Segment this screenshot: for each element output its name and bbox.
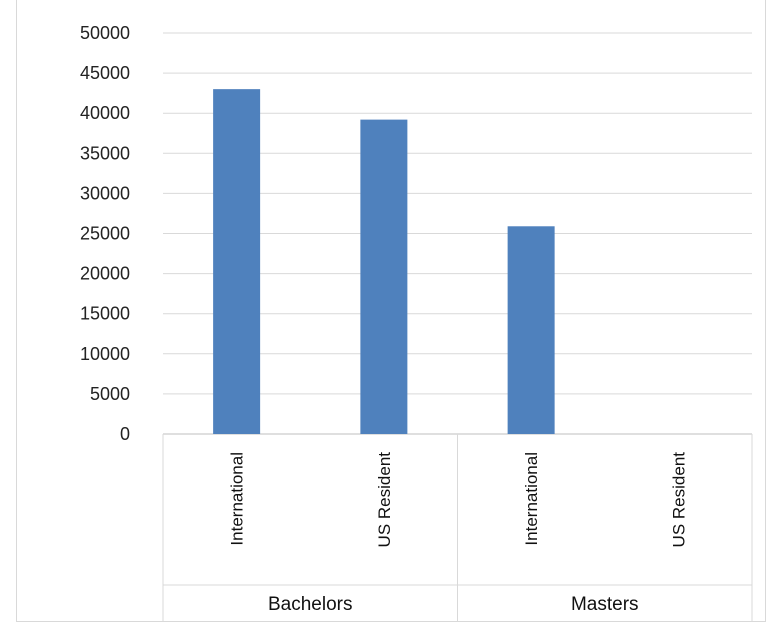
category-label: US Resident: [375, 452, 394, 548]
y-tick-label: 5000: [90, 384, 130, 404]
y-tick-label: 30000: [80, 183, 130, 203]
chart-frame: [16, 0, 766, 622]
category-label: International: [228, 452, 247, 546]
bar: [360, 119, 408, 434]
y-tick-label: 15000: [80, 304, 130, 324]
group-label: Bachelors: [268, 594, 353, 615]
y-tick-label: 0: [120, 424, 130, 444]
y-tick-label: 20000: [80, 264, 130, 284]
group-label: Masters: [571, 594, 639, 615]
y-tick-label: 50000: [80, 23, 130, 43]
category-label: US Resident: [669, 452, 688, 548]
y-tick-label: 10000: [80, 344, 130, 364]
bar: [507, 226, 555, 434]
category-label: International: [522, 452, 541, 546]
y-tick-label: 35000: [80, 143, 130, 163]
y-tick-label: 40000: [80, 103, 130, 123]
y-tick-label: 45000: [80, 63, 130, 83]
y-tick-label: 25000: [80, 224, 130, 244]
bar: [213, 89, 261, 434]
